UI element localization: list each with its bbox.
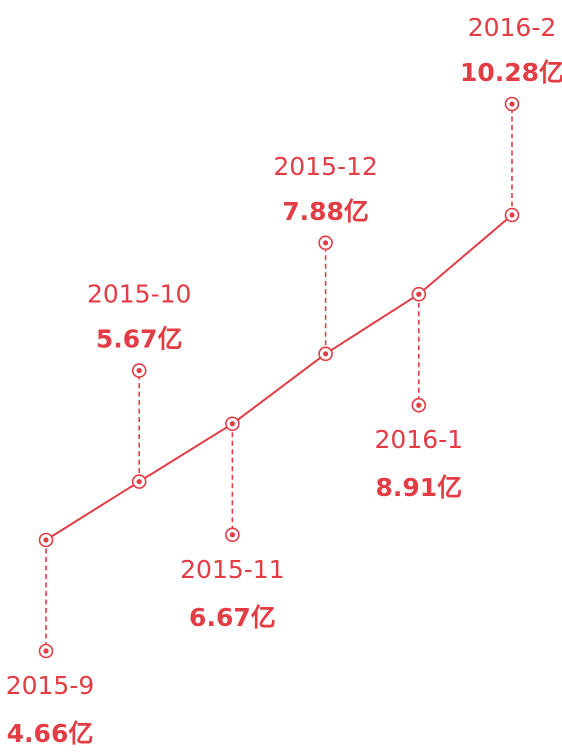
marker-layer (38, 96, 520, 659)
label-anchor-marker (318, 235, 333, 251)
data-value-label: 4.66亿 (7, 719, 94, 748)
data-value-label: 5.67亿 (96, 325, 183, 354)
data-point-marker (225, 416, 240, 432)
x-tick-label: 2015-10 (87, 280, 191, 309)
label-anchor-marker (131, 363, 147, 378)
data-point-marker (318, 346, 333, 362)
data-value-label: 6.67亿 (189, 603, 276, 632)
data-point-marker (504, 207, 520, 223)
label-anchor-marker (504, 96, 520, 112)
x-tick-label: 2015-9 (6, 671, 95, 700)
label-anchor-marker (411, 397, 427, 413)
connector-layer (45, 104, 513, 651)
x-tick-label: 2015-11 (180, 555, 284, 584)
x-tick-label: 2016-2 (468, 13, 557, 42)
data-point-marker (38, 532, 54, 548)
x-tick-label: 2016-1 (375, 425, 464, 454)
data-value-label: 10.28亿 (460, 58, 562, 87)
data-value-label: 7.88亿 (282, 197, 369, 226)
data-point-marker (131, 474, 147, 489)
label-anchor-marker (225, 527, 240, 543)
label-layer: 2015-9 4.66亿 2015-10 5.67亿 2015-11 6.67亿 2015-… (6, 13, 562, 748)
data-point-marker (411, 286, 427, 302)
label-anchor-marker (38, 643, 54, 659)
x-tick-label: 2015-12 (273, 152, 377, 181)
data-value-label: 8.91亿 (375, 473, 462, 502)
series-line (45, 214, 513, 541)
